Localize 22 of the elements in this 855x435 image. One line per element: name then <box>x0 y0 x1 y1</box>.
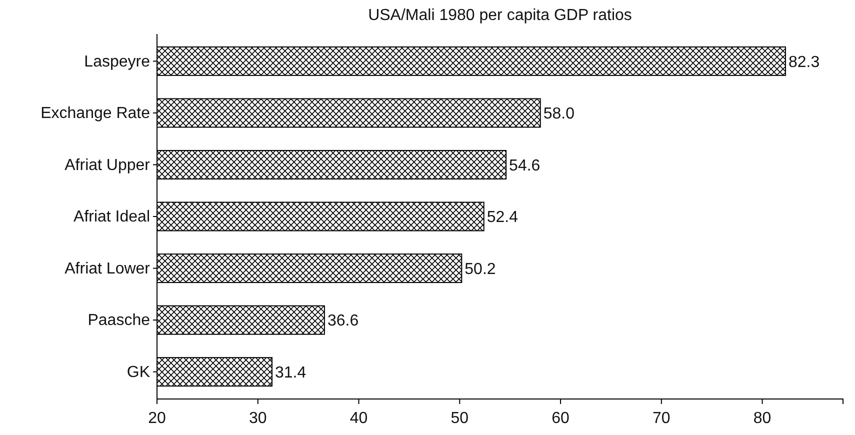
x-tick-label: 60 <box>552 410 570 427</box>
y-tick-label: Paasche <box>88 312 150 330</box>
x-tick-label: 30 <box>248 410 267 427</box>
y-tick-label: Laspeyre <box>84 53 150 70</box>
data-label: 54.6 <box>509 157 540 174</box>
chart-title: USA/Mali 1980 per capita GDP ratios <box>368 7 632 24</box>
y-tick-label: Exchange Rate <box>40 105 150 122</box>
x-tick-label: 20 <box>148 410 166 427</box>
data-label: 31.4 <box>275 364 306 382</box>
y-tick-label: Afriat Lower <box>64 260 151 278</box>
data-label: 52.4 <box>486 209 518 226</box>
y-tick-label: Afriat Ideal <box>74 208 150 226</box>
data-label: 50.2 <box>464 260 496 278</box>
data-label: 82.3 <box>788 54 820 71</box>
x-tick-label: 40 <box>350 410 368 427</box>
data-label: 58.0 <box>543 106 575 123</box>
x-tick-label: 50 <box>450 410 469 427</box>
x-tick-label: 70 <box>652 410 670 427</box>
y-tick-label: Afriat Upper <box>64 156 151 174</box>
x-tick-label: 80 <box>753 410 772 427</box>
data-label: 36.6 <box>327 312 359 330</box>
y-tick-label: GK <box>126 364 150 381</box>
